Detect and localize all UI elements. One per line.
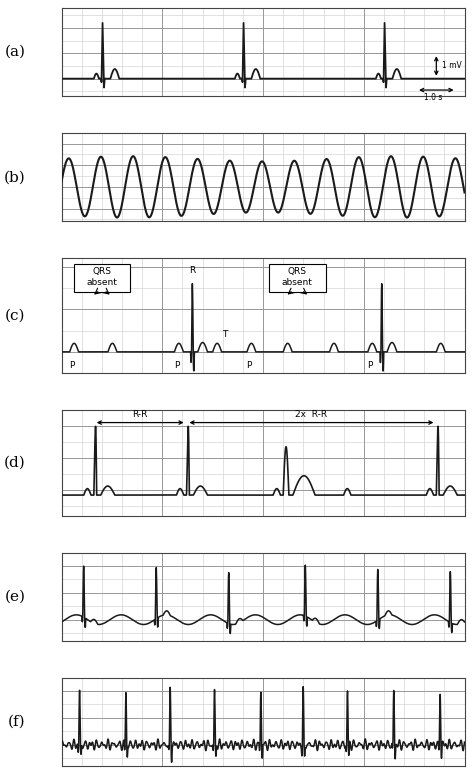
Text: P: P [246,361,252,370]
Text: (e): (e) [4,590,26,604]
Text: (c): (c) [5,309,26,323]
Text: absent: absent [86,278,118,287]
Text: 2x  R-R: 2x R-R [295,410,328,419]
Text: absent: absent [282,278,313,287]
Text: QRS: QRS [288,267,307,276]
FancyBboxPatch shape [74,265,130,292]
Text: (b): (b) [4,170,26,184]
Text: R: R [190,266,196,275]
Text: (d): (d) [4,456,26,470]
Text: P: P [174,361,179,370]
Text: QRS: QRS [92,267,111,276]
Text: R-R: R-R [133,410,148,419]
Text: (f): (f) [8,715,26,729]
Text: P: P [367,361,373,370]
FancyBboxPatch shape [269,265,326,292]
Text: 1.0 s: 1.0 s [424,94,443,102]
Text: (a): (a) [4,45,26,59]
Text: 1 mV: 1 mV [442,61,462,70]
Text: T: T [222,330,228,339]
Text: P: P [69,361,74,370]
